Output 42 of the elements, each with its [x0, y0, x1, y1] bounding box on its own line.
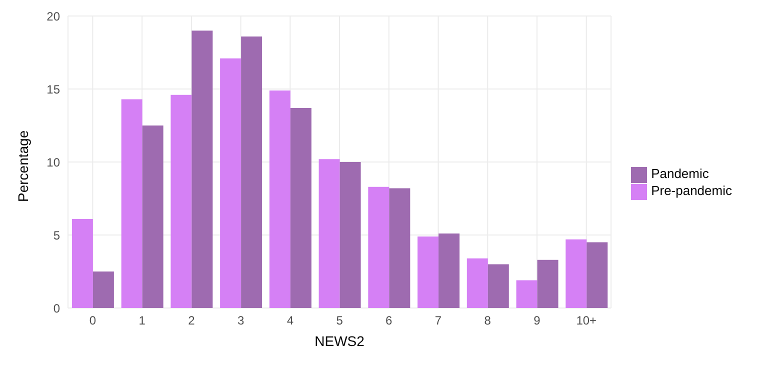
y-axis-title: Percentage [14, 130, 31, 202]
bar [170, 94, 192, 308]
y-tick-label: 15 [46, 82, 60, 96]
legend-label: Pre-pandemic [651, 183, 732, 198]
y-tick-label: 20 [46, 9, 60, 24]
bar [290, 108, 312, 308]
y-tick-label: 5 [53, 228, 60, 242]
bar [566, 239, 587, 308]
bar [418, 236, 439, 308]
x-tick-label: 8 [484, 314, 492, 328]
bar [537, 260, 558, 308]
x-tick-label: 9 [534, 314, 541, 328]
x-tick-label: 1 [138, 314, 146, 328]
x-tick-label: 10+ [576, 314, 597, 328]
bar [92, 272, 114, 308]
bar [340, 162, 361, 308]
bar [142, 126, 164, 308]
bar [488, 264, 509, 308]
x-axis-title: NEWS2 [314, 333, 365, 349]
bar [269, 90, 290, 308]
x-tick-label: 2 [188, 314, 196, 328]
bar [438, 234, 460, 308]
bar [368, 186, 390, 308]
bar [466, 258, 488, 308]
x-tick-label: 3 [237, 314, 244, 328]
bar [192, 30, 213, 308]
bar [72, 218, 93, 308]
bar [318, 159, 340, 308]
bar [121, 99, 142, 308]
bar [389, 188, 410, 308]
bar [586, 242, 608, 308]
y-tick-label: 0 [53, 301, 60, 316]
x-tick-label: 5 [336, 314, 344, 328]
x-tick-label: 4 [286, 314, 294, 328]
bar [516, 280, 538, 308]
x-tick-label: 7 [434, 314, 442, 328]
bar [220, 58, 242, 308]
x-tick-label: 6 [386, 314, 393, 328]
x-tick-label: 0 [89, 314, 96, 328]
bar [241, 36, 262, 308]
legend-label: Pandemic [651, 166, 709, 182]
y-tick-label: 10 [46, 155, 60, 170]
